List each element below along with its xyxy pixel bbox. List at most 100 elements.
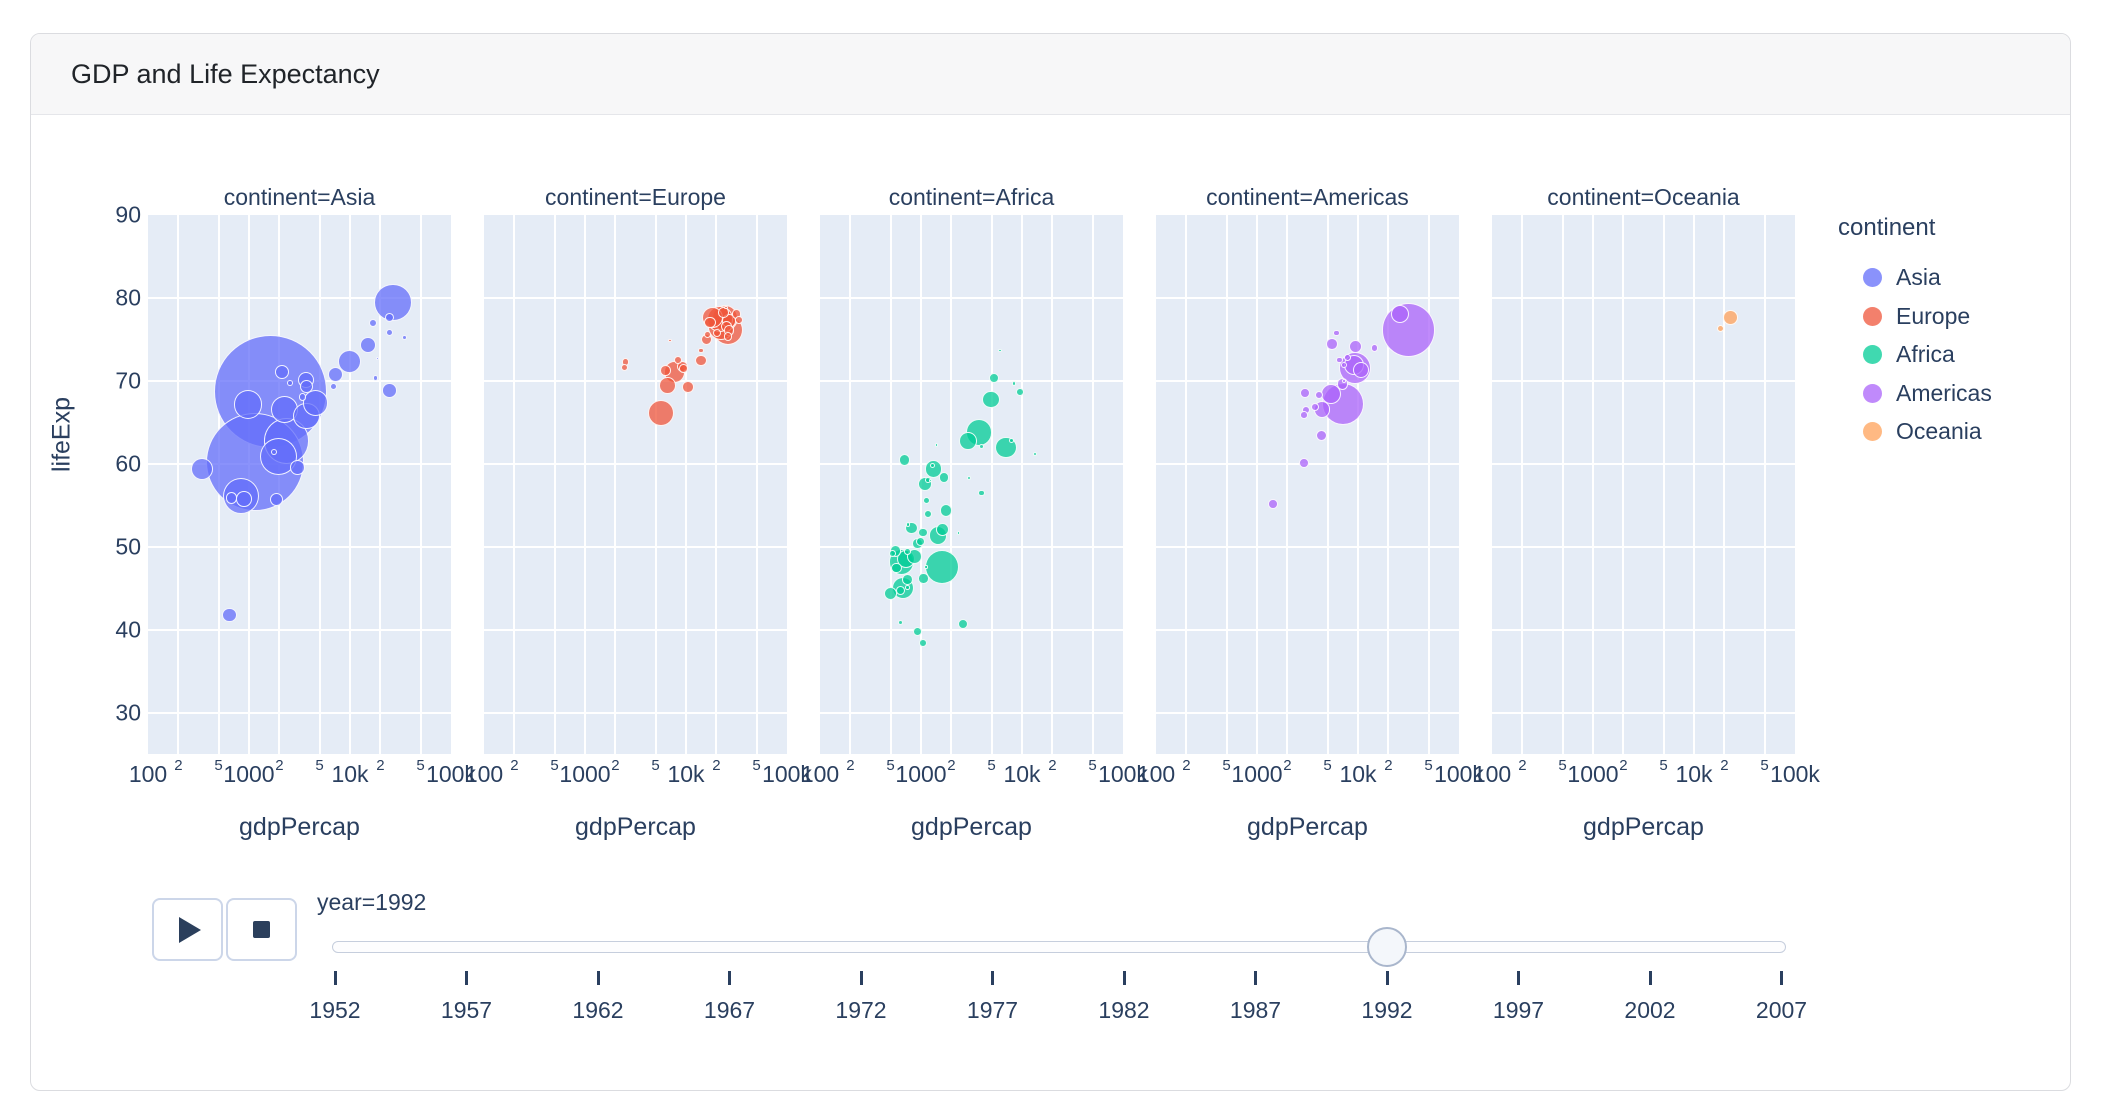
legend-item-africa[interactable]: Africa — [1863, 341, 1955, 368]
data-point-oman[interactable] — [372, 375, 379, 381]
data-point-kuwait[interactable] — [401, 334, 407, 340]
data-point-panama[interactable] — [1336, 356, 1343, 363]
data-point-comoros[interactable] — [928, 479, 932, 483]
data-point-yemen-rep-[interactable] — [269, 493, 283, 507]
data-point-norway[interactable] — [735, 315, 744, 324]
data-point-benin[interactable] — [924, 509, 933, 518]
data-point-sao-tome-and-principe[interactable] — [934, 443, 938, 447]
data-point-reunion[interactable] — [998, 348, 1002, 353]
data-point-somalia[interactable] — [912, 627, 922, 637]
data-point-finland[interactable] — [713, 328, 722, 338]
data-point-senegal[interactable] — [938, 472, 950, 483]
data-point-greece[interactable] — [704, 316, 716, 329]
data-point-namibia[interactable] — [978, 444, 984, 450]
data-point-chile[interactable] — [1349, 339, 1363, 353]
data-point-malaysia[interactable] — [328, 367, 344, 383]
data-point-slovenia[interactable] — [698, 347, 704, 354]
data-point-nicaragua[interactable] — [1300, 411, 1308, 419]
data-point-australia[interactable] — [1723, 309, 1739, 325]
data-point-djibouti[interactable] — [956, 531, 961, 535]
data-point-algeria[interactable] — [982, 390, 1001, 409]
data-point-denmark[interactable] — [723, 332, 733, 341]
data-point-korea-rep-[interactable] — [338, 349, 361, 373]
data-point-thailand[interactable] — [302, 389, 329, 416]
data-point-mali[interactable] — [901, 573, 913, 585]
data-point-nepal[interactable] — [235, 491, 252, 507]
data-point-dominican-republic[interactable] — [1300, 387, 1311, 398]
data-point-morocco[interactable] — [959, 432, 977, 450]
data-point-romania[interactable] — [658, 376, 676, 394]
data-point-mongolia[interactable] — [270, 448, 277, 455]
legend-item-europe[interactable]: Europe — [1863, 303, 1970, 330]
data-point-angola[interactable] — [957, 618, 969, 630]
data-point-congo-rep-[interactable] — [978, 490, 985, 497]
plot-area-oceania[interactable] — [1492, 215, 1795, 754]
data-point-cameroon[interactable] — [939, 504, 953, 517]
data-point-montenegro[interactable] — [668, 338, 672, 343]
data-point-turkey[interactable] — [647, 399, 674, 426]
data-point-burundi[interactable] — [895, 585, 905, 595]
data-point-lesotho[interactable] — [929, 463, 936, 469]
data-point-guatemala[interactable] — [1316, 429, 1328, 441]
data-point-zambia[interactable] — [918, 573, 929, 584]
data-point-slovak-republic[interactable] — [678, 364, 688, 373]
data-point-singapore[interactable] — [385, 328, 393, 336]
data-point-afghanistan[interactable] — [222, 607, 237, 623]
data-point-swaziland[interactable] — [967, 476, 972, 481]
data-point-cambodia[interactable] — [225, 492, 238, 504]
year-slider-rail[interactable] — [332, 941, 1786, 953]
plot-area-americas[interactable] — [1156, 215, 1459, 754]
data-point-lebanon[interactable] — [329, 382, 337, 390]
data-point-gabon[interactable] — [1032, 451, 1037, 457]
data-point-canada[interactable] — [1390, 304, 1410, 324]
data-point-czech-republic[interactable] — [695, 354, 707, 367]
data-point-sweden[interactable] — [718, 307, 730, 318]
data-point-jamaica[interactable] — [1341, 362, 1348, 369]
data-point-botswana[interactable] — [1009, 438, 1014, 444]
data-point-syria[interactable] — [299, 379, 313, 393]
plot-area-africa[interactable] — [820, 215, 1123, 754]
data-point-guinea[interactable] — [916, 536, 926, 546]
plot-area-europe[interactable] — [484, 215, 787, 754]
data-point-new-zealand[interactable] — [1716, 324, 1724, 332]
data-point-ireland[interactable] — [704, 331, 712, 339]
data-point-central-african-republic[interactable] — [904, 547, 912, 555]
data-point-myanmar[interactable] — [191, 458, 213, 480]
data-point-liberia[interactable] — [897, 619, 904, 626]
data-point-cuba[interactable] — [1326, 337, 1338, 350]
data-point-hong-kong-china[interactable] — [384, 312, 394, 322]
data-point-togo[interactable] — [923, 496, 931, 505]
data-point-libya[interactable] — [1015, 388, 1024, 396]
data-point-cote-d-ivoire[interactable] — [936, 523, 949, 536]
data-point-eritrea[interactable] — [888, 550, 896, 558]
data-point-el-salvador[interactable] — [1310, 402, 1320, 412]
data-point-sierra-leone[interactable] — [919, 639, 928, 648]
data-point-vietnam[interactable] — [233, 390, 263, 419]
data-point-croatia[interactable] — [674, 355, 683, 364]
data-point-bulgaria[interactable] — [659, 365, 671, 376]
legend-item-asia[interactable]: Asia — [1863, 264, 1941, 291]
data-point-kenya[interactable] — [924, 460, 943, 478]
data-point-zimbabwe[interactable] — [898, 454, 911, 466]
data-point-hungary[interactable] — [682, 381, 694, 393]
data-point-uruguay[interactable] — [1344, 353, 1352, 361]
data-point-west-bank-and-gaza[interactable] — [286, 379, 293, 386]
data-point-iraq[interactable] — [290, 459, 306, 475]
data-point-bahrain[interactable] — [376, 357, 380, 361]
data-point-trinidad-and-tobago[interactable] — [1341, 378, 1347, 384]
data-point-guinea-bissau[interactable] — [905, 585, 910, 590]
data-point-puerto-rico[interactable] — [1370, 344, 1378, 352]
data-point-mauritius[interactable] — [1011, 381, 1016, 386]
stop-button[interactable] — [226, 898, 297, 961]
data-point-venezuela[interactable] — [1352, 362, 1369, 379]
plot-area-asia[interactable] — [148, 215, 451, 754]
data-point-taiwan[interactable] — [359, 336, 376, 353]
data-point-niger[interactable] — [891, 562, 902, 573]
data-point-ecuador[interactable] — [1336, 377, 1349, 390]
data-point-sri-lanka[interactable] — [274, 364, 290, 380]
year-slider-handle[interactable] — [1367, 927, 1407, 967]
data-point-costa-rica[interactable] — [1332, 329, 1340, 337]
data-point-chad[interactable] — [918, 527, 928, 537]
data-point-saudi-arabia[interactable] — [382, 383, 397, 398]
data-point-israel[interactable] — [368, 318, 378, 328]
